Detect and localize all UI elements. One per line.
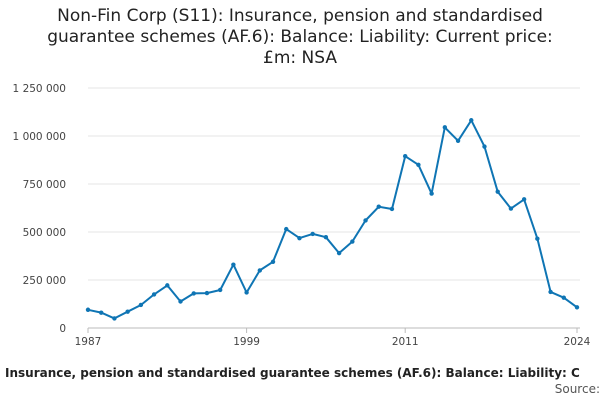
data-point[interactable] [376, 204, 381, 209]
y-axis-ticks: 0 250 000 500 000 750 000 1 000 000 1 250 000 [13, 83, 66, 335]
data-point[interactable] [363, 218, 368, 223]
grid-lines [88, 87, 580, 281]
data-point[interactable] [429, 191, 434, 196]
data-point[interactable] [521, 197, 527, 202]
data-point[interactable] [469, 118, 474, 123]
data-point[interactable] [402, 153, 408, 159]
data-point[interactable] [535, 236, 540, 241]
data-point[interactable] [204, 290, 210, 296]
data-point[interactable] [310, 231, 315, 237]
y-tick-label: 750 000 [23, 179, 66, 191]
y-tick-label: 1 250 000 [13, 83, 66, 95]
data-point[interactable] [442, 125, 448, 130]
x-tick-label: 2024 [564, 336, 591, 348]
data-point[interactable] [99, 310, 104, 315]
data-point[interactable] [350, 239, 355, 244]
data-point[interactable] [389, 206, 395, 212]
data-point[interactable] [284, 226, 289, 232]
data-point[interactable] [455, 138, 461, 143]
data-point[interactable] [270, 259, 276, 264]
chart-title-line-3: £m: NSA [263, 48, 337, 68]
y-tick-label: 250 000 [23, 275, 66, 287]
data-point[interactable] [138, 302, 144, 308]
x-axis: 1987 1999 2011 2024 [75, 327, 591, 348]
data-point[interactable] [178, 299, 183, 304]
data-point[interactable] [508, 206, 514, 211]
data-point[interactable] [323, 234, 329, 240]
data-point[interactable] [257, 268, 263, 273]
data-point[interactable] [548, 289, 553, 295]
chart-title-line-2: guarantee schemes (AF.6): Balance: Liabi… [47, 27, 553, 47]
data-point[interactable] [495, 189, 500, 194]
chart-title: Non-Fin Corp (S11): Insurance, pension a… [0, 6, 600, 69]
data-point[interactable] [112, 316, 117, 321]
data-point[interactable] [125, 309, 130, 314]
y-tick-label: 1 000 000 [13, 131, 66, 143]
line-chart: 0 250 000 500 000 750 000 1 000 000 1 250 000… [13, 83, 591, 348]
data-point[interactable] [482, 144, 487, 149]
data-point[interactable] [561, 295, 566, 300]
x-tick-label: 1987 [75, 336, 102, 348]
data-point[interactable] [297, 235, 302, 241]
chart-title-line-1: Non-Fin Corp (S11): Insurance, pension a… [57, 6, 543, 26]
data-point[interactable] [151, 292, 157, 297]
x-tick-label: 1999 [233, 336, 260, 348]
data-point[interactable] [165, 283, 170, 288]
source-label: Source: [554, 382, 600, 396]
data-point[interactable] [217, 287, 223, 293]
x-tick-label: 2011 [392, 336, 419, 348]
data-point[interactable] [336, 250, 342, 256]
data-point[interactable] [244, 290, 249, 295]
series-layer [85, 118, 580, 321]
y-tick-label: 0 [59, 323, 66, 335]
data-point[interactable] [85, 307, 91, 312]
data-point[interactable] [416, 162, 421, 167]
y-tick-label: 500 000 [23, 227, 66, 239]
data-point[interactable] [231, 262, 236, 267]
data-point[interactable] [574, 305, 580, 310]
series-line [87, 119, 578, 320]
series-footer-label: Insurance, pension and standardised guar… [5, 366, 580, 380]
data-point[interactable] [191, 291, 196, 296]
